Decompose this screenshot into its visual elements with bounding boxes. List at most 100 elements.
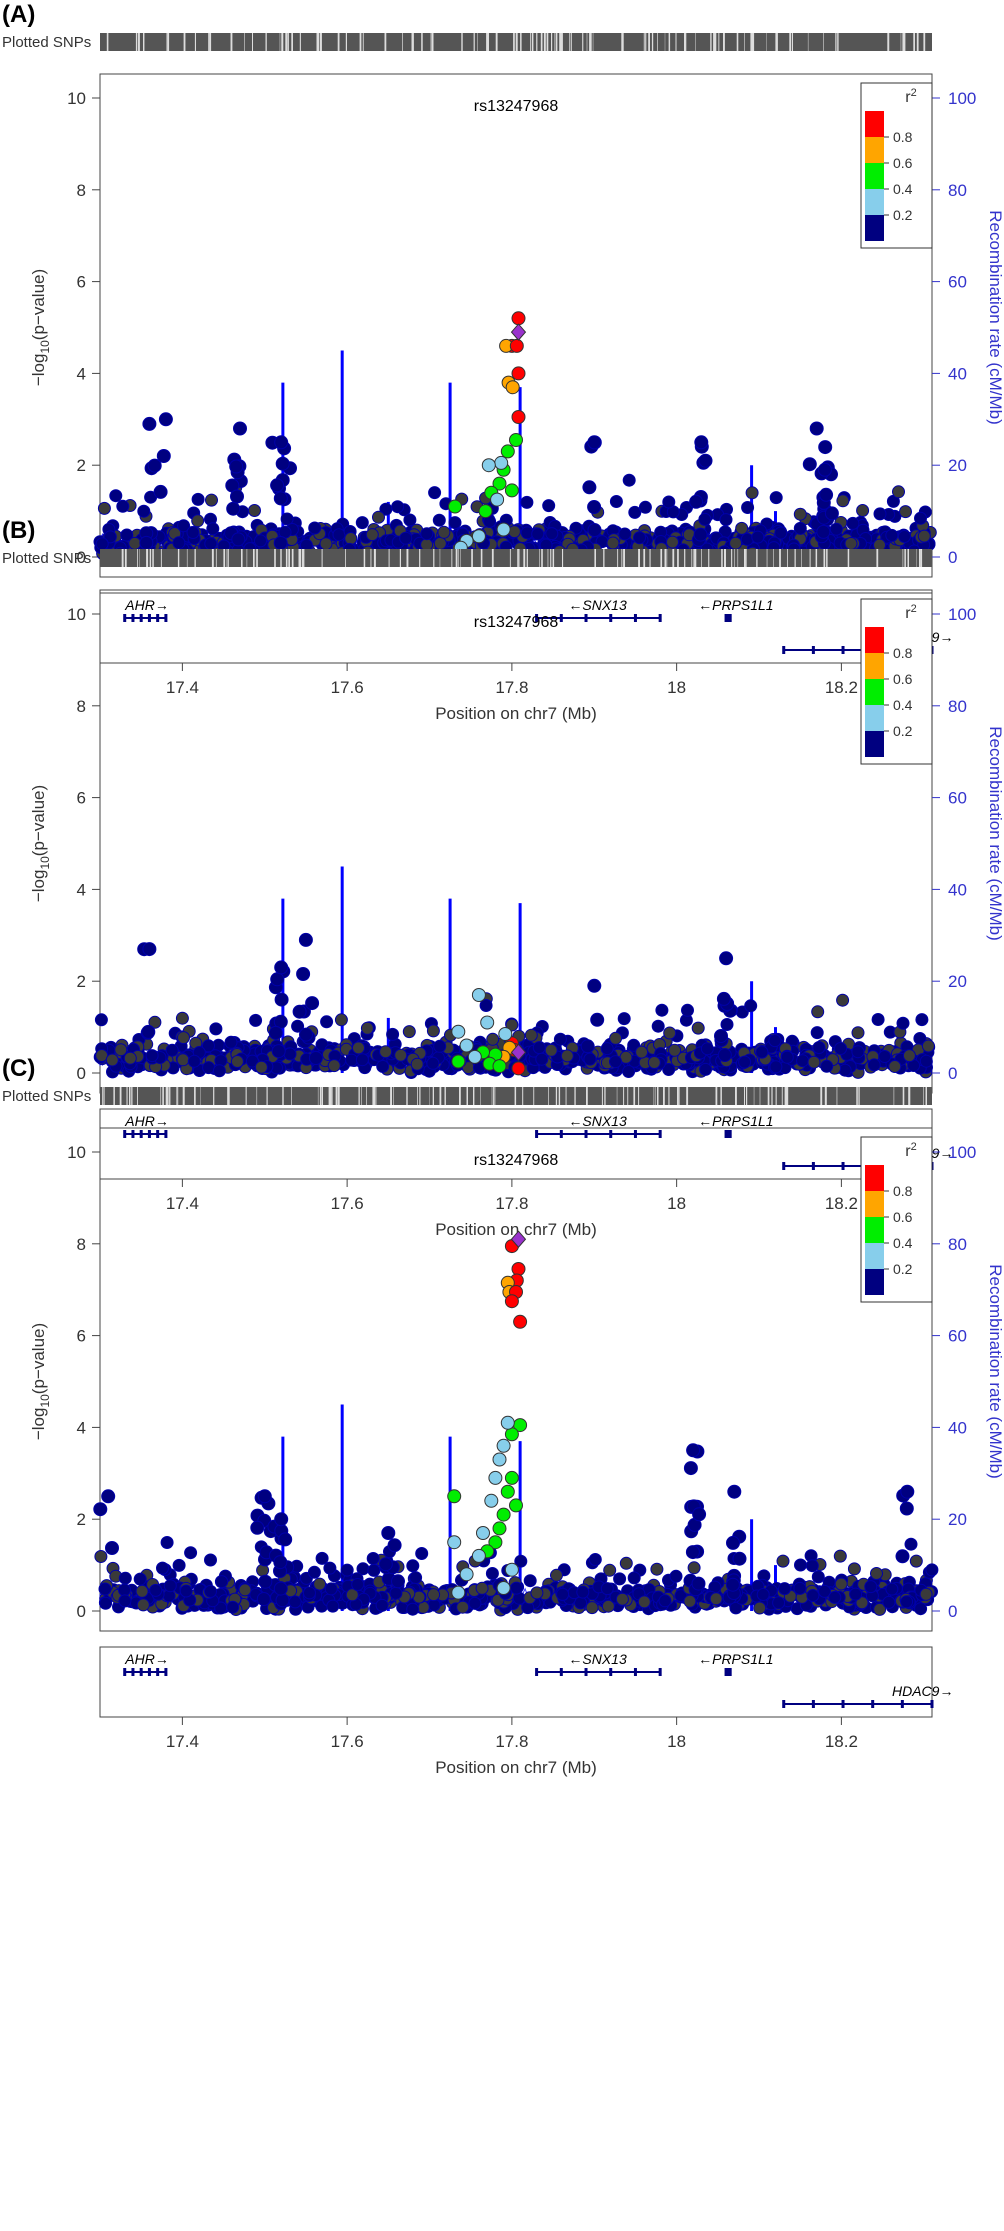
snp-point — [531, 1587, 543, 1599]
snp-point — [757, 1589, 769, 1601]
snp-point — [403, 1026, 415, 1038]
plot-frame — [100, 590, 932, 1093]
snp-gap — [691, 549, 692, 567]
gene-arrow: ← — [568, 1113, 582, 1129]
legend-label: 0.4 — [893, 1235, 913, 1251]
snp-point — [410, 1572, 422, 1584]
gene-label: ←PRPS1L1 — [698, 597, 773, 613]
snp-point — [865, 1581, 877, 1593]
snp-gap — [708, 549, 709, 567]
snp-gap — [178, 549, 179, 567]
snp-gap — [644, 549, 645, 567]
snp-peak-point — [728, 1485, 741, 1498]
snp-point — [274, 1582, 287, 1595]
snp-gap — [876, 549, 878, 567]
snp-gap — [338, 33, 340, 51]
ld-snp-point — [481, 1016, 494, 1029]
ld-snp-point — [491, 493, 504, 506]
snp-gap — [648, 33, 650, 51]
gene-exon — [148, 614, 151, 622]
ld-snp-point — [512, 1062, 525, 1075]
snp-point — [557, 1588, 569, 1600]
snp-point — [119, 1572, 131, 1584]
gene-arrow: ← — [698, 597, 712, 613]
y-tick-label: 10 — [67, 605, 86, 624]
snp-point — [821, 1060, 833, 1072]
snp-point — [797, 1055, 809, 1067]
snp-gap — [553, 549, 555, 567]
snp-gap — [638, 1087, 639, 1105]
snp-gap — [445, 1087, 446, 1105]
x-axis-label: Position on chr7 (Mb) — [435, 1758, 597, 1777]
snp-point — [525, 1029, 537, 1041]
snp-point — [100, 1597, 112, 1609]
snp-gap — [548, 1087, 549, 1105]
snp-peak-point — [687, 1444, 700, 1457]
gene-exon — [535, 1668, 538, 1676]
snp-gap — [520, 33, 522, 51]
snp-point — [316, 1552, 328, 1564]
snp-point — [893, 486, 905, 498]
snp-gap — [746, 549, 747, 567]
snp-point — [610, 1032, 622, 1044]
snp-point — [848, 1563, 860, 1575]
gene-name: HDAC9 — [892, 1683, 940, 1699]
snp-point — [812, 1571, 824, 1583]
snp-gap — [247, 549, 248, 567]
y-axis-label-main: −log — [29, 870, 48, 903]
snp-gap — [776, 33, 777, 51]
snp-point — [852, 1027, 864, 1039]
snp-point — [639, 501, 651, 513]
snp-point — [839, 1064, 851, 1076]
snp-point — [486, 1568, 498, 1580]
snp-point — [620, 1557, 632, 1569]
y-tick-label: 8 — [77, 181, 86, 200]
snp-gap — [556, 33, 558, 51]
snp-gap — [617, 549, 618, 567]
ld-snp-point — [510, 339, 523, 352]
snp-gap — [488, 33, 489, 51]
snp-gap — [345, 549, 346, 567]
snp-gap — [723, 33, 725, 51]
snp-point — [185, 1547, 197, 1559]
snp-gap — [213, 1087, 214, 1105]
snp-gap — [713, 33, 715, 51]
snp-point — [684, 1462, 697, 1475]
snp-gap — [657, 1087, 659, 1105]
gene-exon — [659, 614, 662, 622]
snp-gap — [737, 33, 739, 51]
snp-point — [817, 525, 830, 538]
snp-point — [392, 1575, 405, 1588]
right-axis-label: Recombination rate (cM/Mb) — [986, 210, 1004, 424]
snp-point — [392, 501, 404, 513]
gene-label: ←PRPS1L1 — [698, 1113, 773, 1129]
snp-gap — [322, 1087, 323, 1105]
snp-point — [845, 538, 857, 550]
snp-gap — [136, 33, 137, 51]
y2-tick-label: 40 — [948, 364, 967, 383]
ld-snp-point — [493, 1453, 506, 1466]
gene-exon — [560, 614, 563, 622]
ld-snp-point — [495, 456, 508, 469]
snp-point — [284, 1048, 296, 1060]
snp-point — [271, 479, 284, 492]
legend-label: 0.2 — [893, 1261, 913, 1277]
snp-gap — [603, 549, 604, 567]
snp-gap — [459, 1087, 461, 1105]
plotted-snps-label: Plotted SNPs — [2, 34, 91, 51]
snp-point — [777, 1555, 789, 1567]
snp-point — [710, 1593, 722, 1605]
legend-swatch — [865, 137, 884, 163]
snp-gap — [826, 1087, 827, 1105]
snp-gap — [824, 549, 826, 567]
snp-gap — [767, 549, 768, 567]
snp-gap — [716, 1087, 718, 1105]
snp-point — [232, 533, 245, 546]
snp-gap — [216, 549, 217, 567]
snp-gap — [360, 33, 362, 51]
snp-point — [308, 1566, 320, 1578]
snp-gap — [792, 33, 793, 51]
snp-point — [275, 993, 288, 1006]
ld-snp-point — [472, 1549, 485, 1562]
gene-exon — [560, 1668, 563, 1676]
